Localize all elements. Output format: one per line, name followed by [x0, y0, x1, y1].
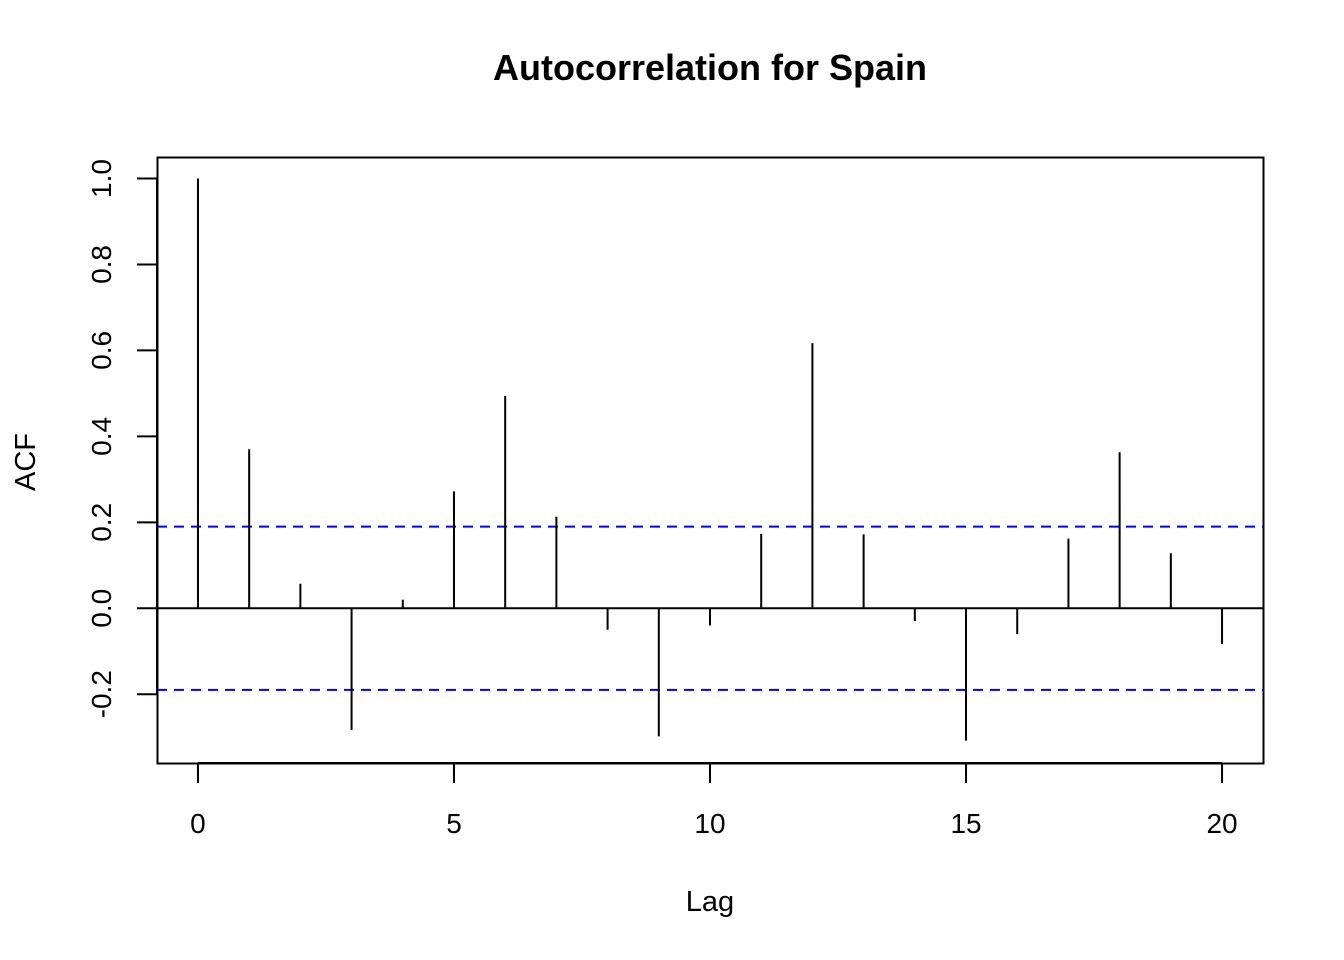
acf-bars — [157, 178, 1263, 741]
x-tick-label-10: 10 — [694, 808, 725, 839]
x-axis-label: Lag — [686, 886, 734, 918]
y-tick-label-4: 0.6 — [86, 331, 117, 370]
x-tick-label-15: 15 — [950, 808, 981, 839]
y-axis: -0.2 0.0 0.2 0.4 0.6 0.8 1.0 — [86, 159, 158, 718]
x-axis: 0 5 10 15 20 — [190, 762, 1238, 839]
plot-frame — [156, 156, 1265, 765]
x-tick-label-0: 0 — [190, 808, 206, 839]
y-tick-label-2: 0.2 — [86, 503, 117, 542]
x-tick-label-5: 5 — [446, 808, 462, 839]
confidence-bounds — [157, 525, 1263, 691]
y-tick-label-1: 0.0 — [86, 589, 117, 628]
y-tick-label-6: 1.0 — [86, 159, 117, 198]
x-tick-label-20: 20 — [1206, 808, 1237, 839]
y-tick-label-0: -0.2 — [86, 670, 117, 718]
y-tick-label-3: 0.4 — [86, 417, 117, 456]
y-axis-label: ACF — [10, 433, 42, 491]
y-tick-label-5: 0.8 — [86, 245, 117, 284]
chart-title: Autocorrelation for Spain — [493, 47, 927, 88]
